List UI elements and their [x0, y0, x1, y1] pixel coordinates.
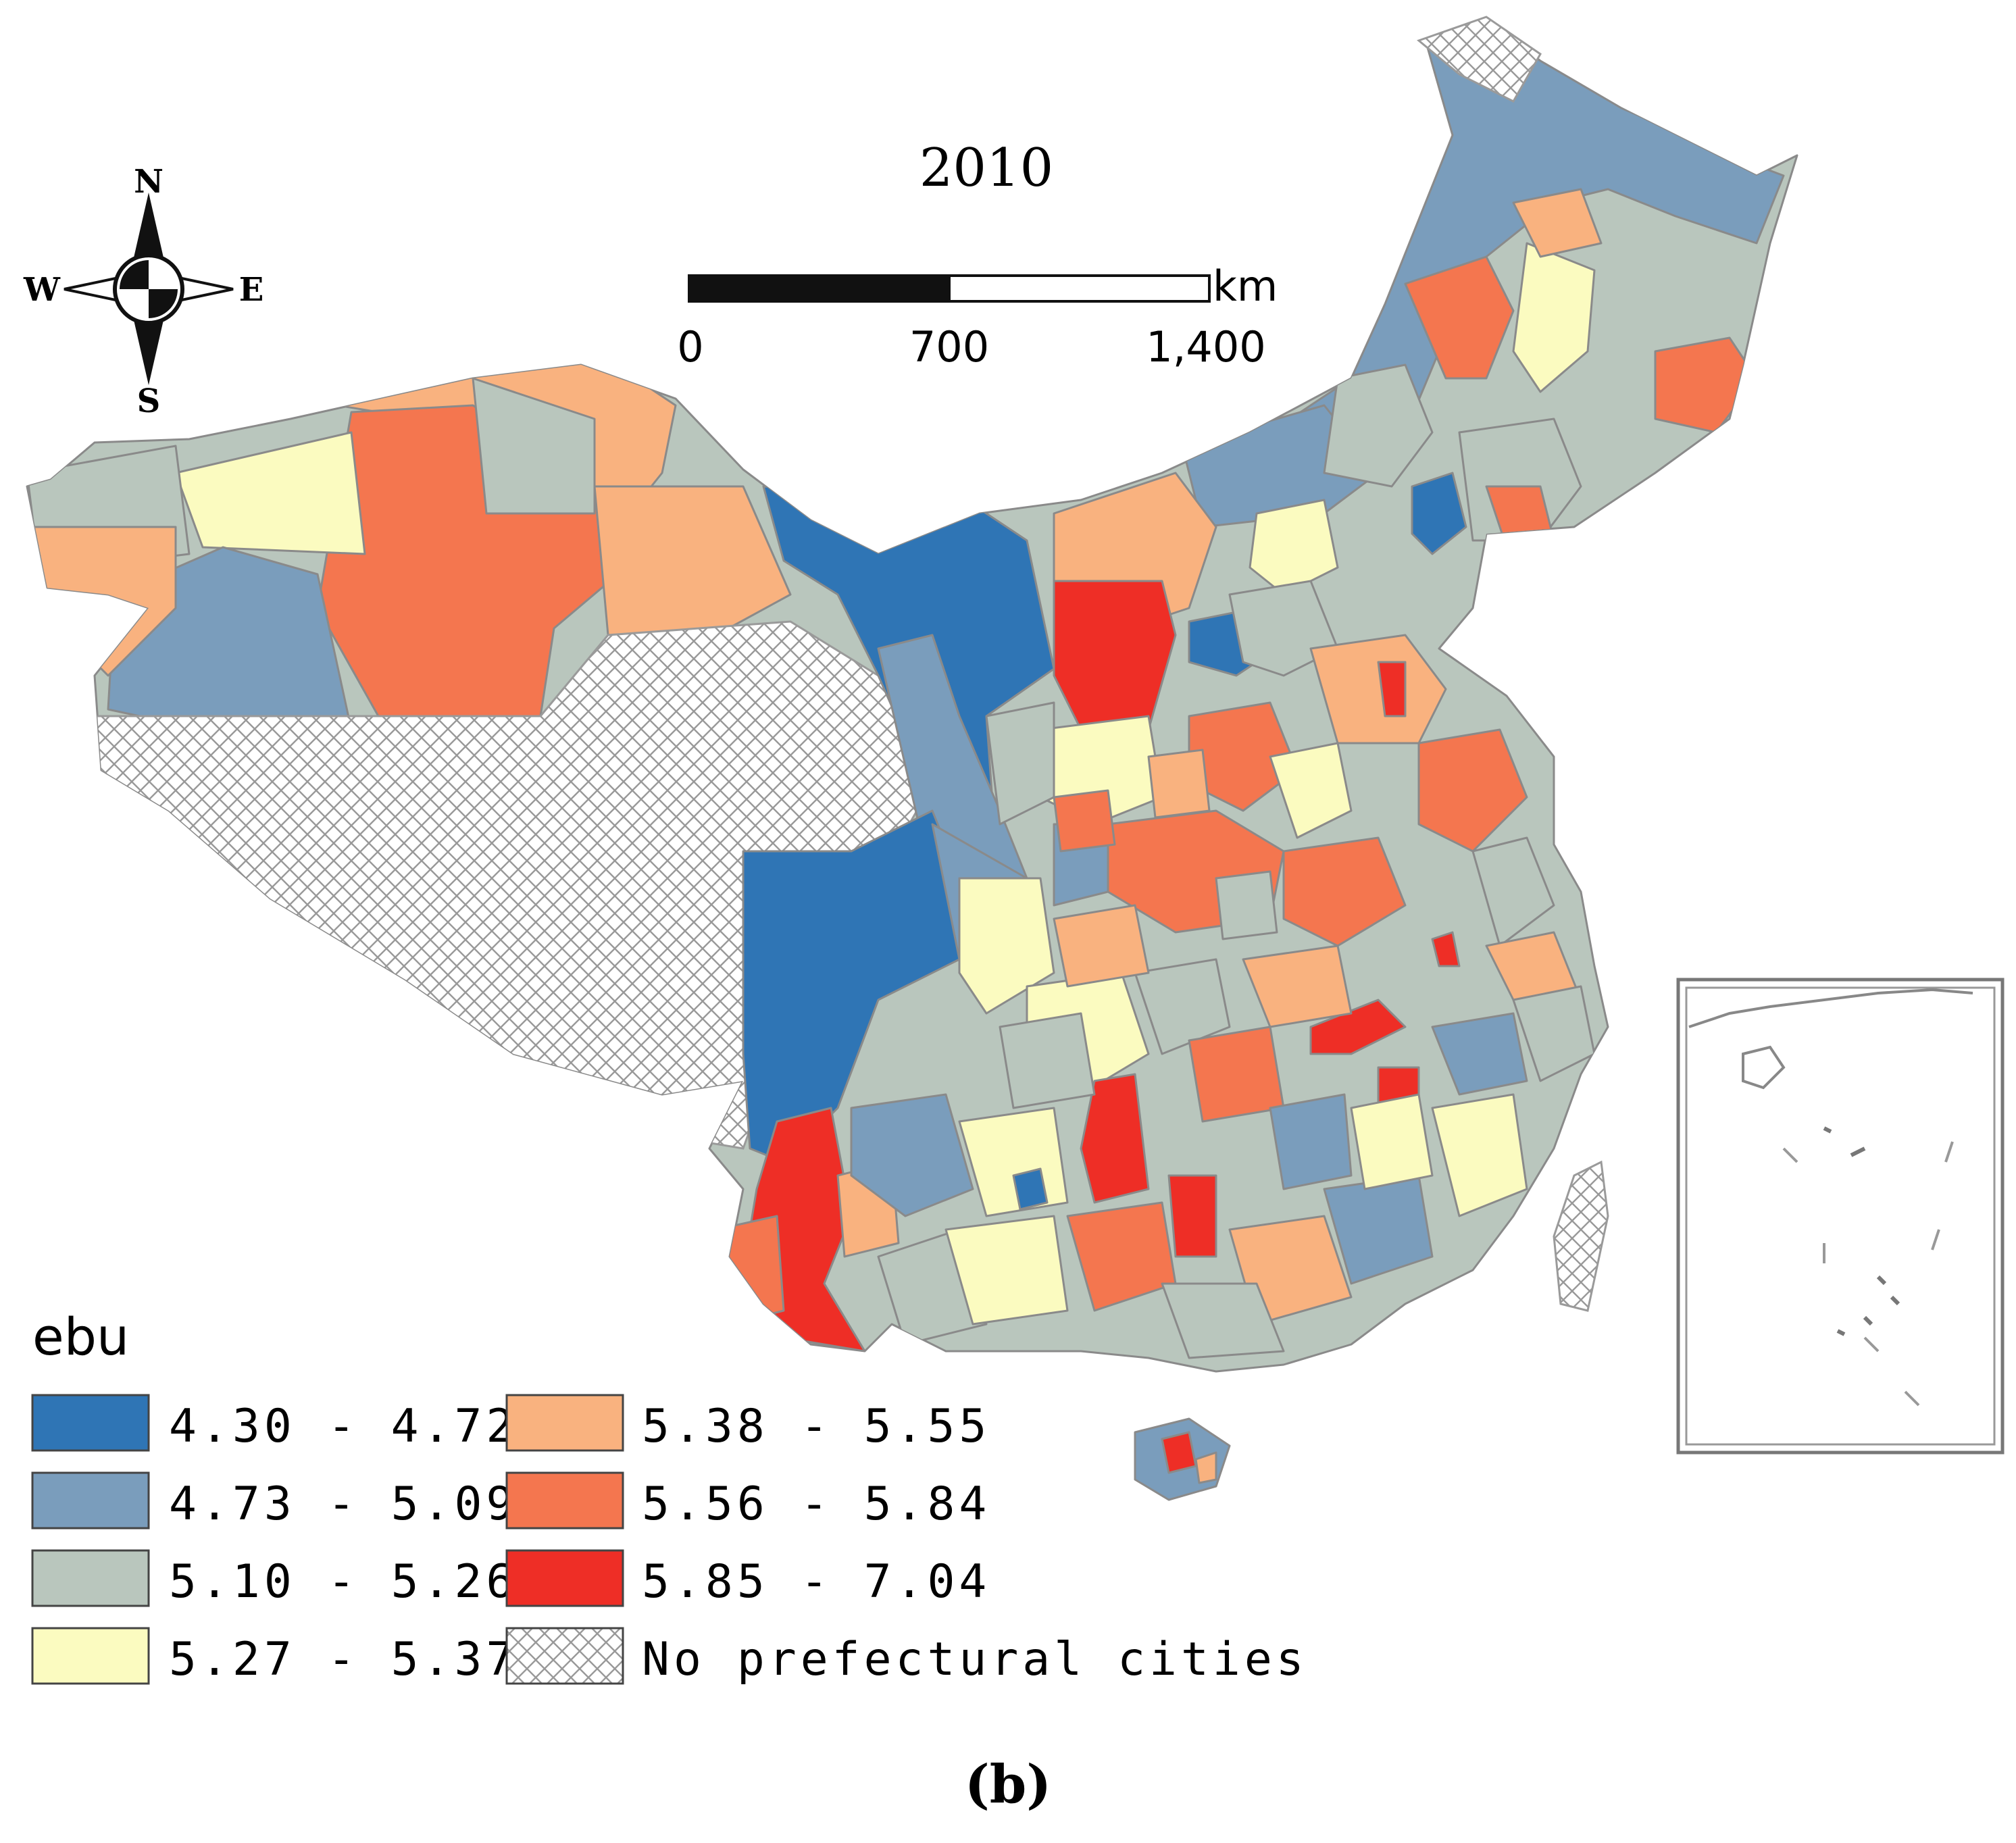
northeast-border-nodata: [1417, 16, 1542, 103]
legend-label-4: 5.27 - 5.37: [169, 1633, 518, 1686]
map-title: 2010: [919, 138, 1054, 199]
legend-label-7: 5.85 - 7.04: [642, 1555, 990, 1609]
inset-dashline: [1782, 1141, 1954, 1407]
region-hubei-grey: [1215, 870, 1278, 940]
region-xj-east-grey: [472, 377, 596, 515]
region-shaanxi-orange: [1053, 789, 1116, 853]
taiwan-nodata: [1553, 1160, 1609, 1312]
compass-arrow-south: [132, 314, 165, 385]
region-guangdong-grey: [1161, 1282, 1285, 1359]
scale-bar-frame: [688, 274, 1211, 303]
region-yunnan-orange: [715, 1215, 785, 1326]
legend-swatch-5: [505, 1394, 624, 1452]
region-henan-yellow: [1269, 742, 1353, 839]
compass-label-e: E: [239, 271, 264, 309]
region-guizhou-grey: [999, 1012, 1096, 1109]
legend-title: ebu: [32, 1307, 129, 1367]
prefecture-regions: [27, 20, 1785, 1359]
scale-bar-label-0: 0: [677, 322, 703, 372]
compass-quadrant-se: [149, 289, 178, 318]
region-sichuan-blue: [742, 809, 961, 1163]
region-shanghai-red: [1431, 931, 1461, 967]
region-jiangxi-red: [1309, 999, 1407, 1055]
compass-arrow-north: [132, 193, 165, 263]
compass-label-s: S: [137, 382, 161, 420]
region-xj-yellow: [174, 431, 366, 555]
compass-quadrant-nw: [120, 260, 149, 289]
legend-label-2: 4.73 - 5.09: [169, 1478, 518, 1531]
region-ne-grey: [1323, 363, 1434, 488]
region-ne-blue-small: [1411, 472, 1467, 555]
region-yunnan-blue: [850, 1093, 974, 1217]
south-china-sea-inset: [1676, 978, 2005, 1455]
legend-label-nodata: No prefectural cities: [642, 1633, 1308, 1686]
legend-label-3: 5.10 - 5.26: [169, 1555, 518, 1609]
region-jiangxi-orange: [1242, 944, 1353, 1028]
region-xj-east-orange: [593, 485, 792, 636]
china-mainland: [26, 19, 1798, 1373]
hainan-island: [1134, 1417, 1231, 1501]
scale-bar-white-segment: [948, 274, 1211, 303]
hainan-orange: [1194, 1451, 1217, 1484]
compass-label-n: N: [134, 163, 163, 201]
legend-swatch-6: [505, 1471, 624, 1530]
legend-swatch-7: [505, 1549, 624, 1607]
inset-coastline: [1688, 988, 1973, 1028]
region-henan-orange-2: [1147, 749, 1211, 819]
legend-swatch-nodata: [505, 1627, 624, 1685]
compass-rose: N S W E: [23, 163, 263, 420]
scale-bar-unit: km: [1213, 261, 1278, 311]
region-shandong-orange: [1309, 634, 1447, 744]
figure-caption: (b): [965, 1754, 1051, 1815]
legend-swatch-1: [31, 1394, 150, 1452]
inset-hainan: [1742, 1045, 1786, 1090]
region-chongqing-yellow: [958, 877, 1055, 1015]
region-guangdong-yellow: [1350, 1093, 1434, 1190]
region-ne-orange: [1404, 255, 1515, 380]
region-fujian-blue: [1431, 1012, 1528, 1096]
legend-swatch-3: [31, 1549, 150, 1607]
region-guangxi-yellow: [944, 1215, 1069, 1326]
region-sichuan-orange: [1053, 904, 1150, 988]
region-shandong-red: [1377, 661, 1407, 717]
region-guangxi-red: [1167, 1174, 1217, 1258]
region-fujian-yellow: [1431, 1093, 1528, 1217]
legend-swatch-4: [31, 1627, 150, 1685]
region-liaoning-grey: [1458, 418, 1582, 542]
compass-label-w: W: [23, 271, 61, 309]
region-hunan-blue: [1269, 1093, 1353, 1190]
region-yunnan-blue-small: [1012, 1167, 1049, 1211]
legend-label-6: 5.56 - 5.84: [642, 1478, 990, 1531]
scale-bar: km 0 700 1,400: [677, 261, 1278, 372]
inset-frame-inner: [1685, 986, 1996, 1446]
hainan-red: [1161, 1431, 1197, 1474]
scale-bar-label-1400: 1,400: [1146, 322, 1266, 372]
region-guizhou-red: [1080, 1073, 1150, 1204]
region-jiangsu-grey: [1471, 836, 1555, 947]
region-qingdao-red: [1512, 661, 1555, 704]
region-hunan-grey: [1134, 958, 1231, 1055]
region-ne-orange-3: [1512, 188, 1603, 258]
region-urumqi-red: [404, 289, 447, 380]
legend-label-5: 5.38 - 5.55: [642, 1400, 990, 1453]
legend-label-1: 4.30 - 4.72: [169, 1400, 518, 1453]
legend-swatch-2: [31, 1471, 150, 1530]
region-ne-yellow: [1512, 242, 1596, 393]
scale-bar-black-segment: [689, 276, 949, 301]
inset-frame-outer: [1676, 978, 2005, 1455]
scale-bar-label-700: 700: [909, 322, 989, 372]
inset-islands: [1823, 1126, 1900, 1336]
region-jiangsu-orange: [1417, 728, 1528, 853]
legend: ebu 4.30 - 4.72 4.73 - 5.09 5.10 - 5.26 …: [31, 1307, 1308, 1686]
region-anhui-orange: [1282, 836, 1407, 947]
